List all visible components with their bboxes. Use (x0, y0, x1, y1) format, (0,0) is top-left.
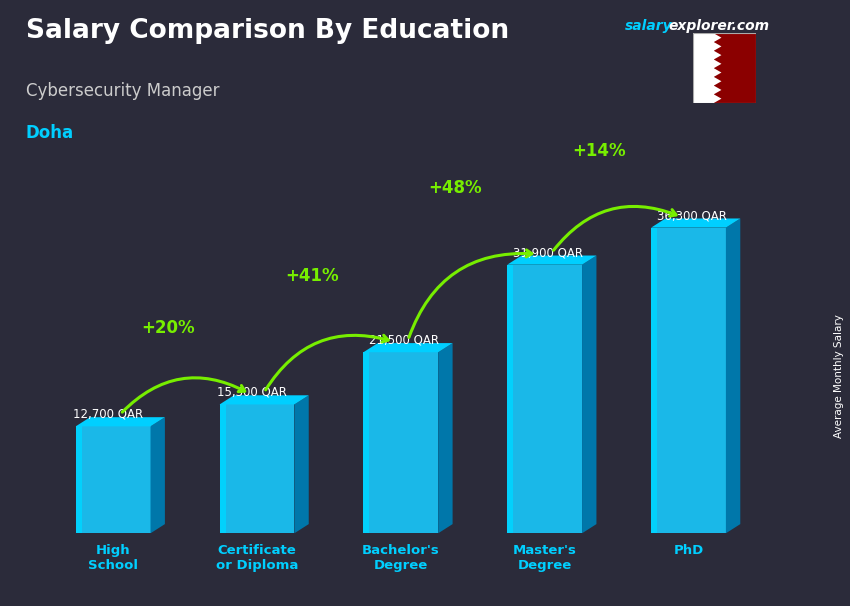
Polygon shape (651, 228, 657, 533)
Polygon shape (439, 343, 452, 533)
Bar (693, 33, 714, 103)
Polygon shape (714, 95, 722, 103)
Polygon shape (651, 219, 740, 228)
Text: salary: salary (625, 19, 672, 33)
Text: +41%: +41% (285, 267, 338, 285)
Text: 21,500 QAR: 21,500 QAR (369, 334, 439, 347)
Polygon shape (726, 219, 740, 533)
Polygon shape (714, 42, 722, 51)
Text: Average Monthly Salary: Average Monthly Salary (834, 314, 844, 438)
Text: 36,300 QAR: 36,300 QAR (657, 209, 727, 222)
Polygon shape (364, 352, 370, 533)
Text: Salary Comparison By Education: Salary Comparison By Education (26, 18, 508, 44)
Text: 31,900 QAR: 31,900 QAR (513, 246, 583, 259)
Text: Cybersecurity Manager: Cybersecurity Manager (26, 82, 219, 100)
Polygon shape (219, 404, 225, 533)
Polygon shape (651, 228, 726, 533)
Text: 12,700 QAR: 12,700 QAR (73, 408, 143, 421)
Polygon shape (714, 33, 722, 42)
Text: +20%: +20% (141, 319, 195, 337)
Polygon shape (714, 51, 722, 59)
Bar (714, 33, 756, 103)
Polygon shape (76, 417, 165, 427)
Polygon shape (714, 85, 722, 95)
Text: 15,300 QAR: 15,300 QAR (217, 386, 286, 399)
Polygon shape (364, 352, 439, 533)
Polygon shape (507, 265, 513, 533)
Text: explorer.com: explorer.com (669, 19, 770, 33)
Polygon shape (507, 256, 597, 265)
Polygon shape (582, 256, 597, 533)
Polygon shape (150, 417, 165, 533)
Text: Doha: Doha (26, 124, 74, 142)
Polygon shape (294, 395, 309, 533)
Polygon shape (364, 343, 452, 352)
Text: +48%: +48% (428, 179, 482, 198)
Polygon shape (714, 68, 722, 77)
Polygon shape (507, 265, 582, 533)
Polygon shape (219, 404, 294, 533)
Polygon shape (76, 427, 150, 533)
Polygon shape (219, 395, 309, 404)
Polygon shape (714, 77, 722, 85)
Polygon shape (76, 427, 82, 533)
Text: +14%: +14% (573, 142, 626, 161)
Polygon shape (714, 59, 722, 68)
